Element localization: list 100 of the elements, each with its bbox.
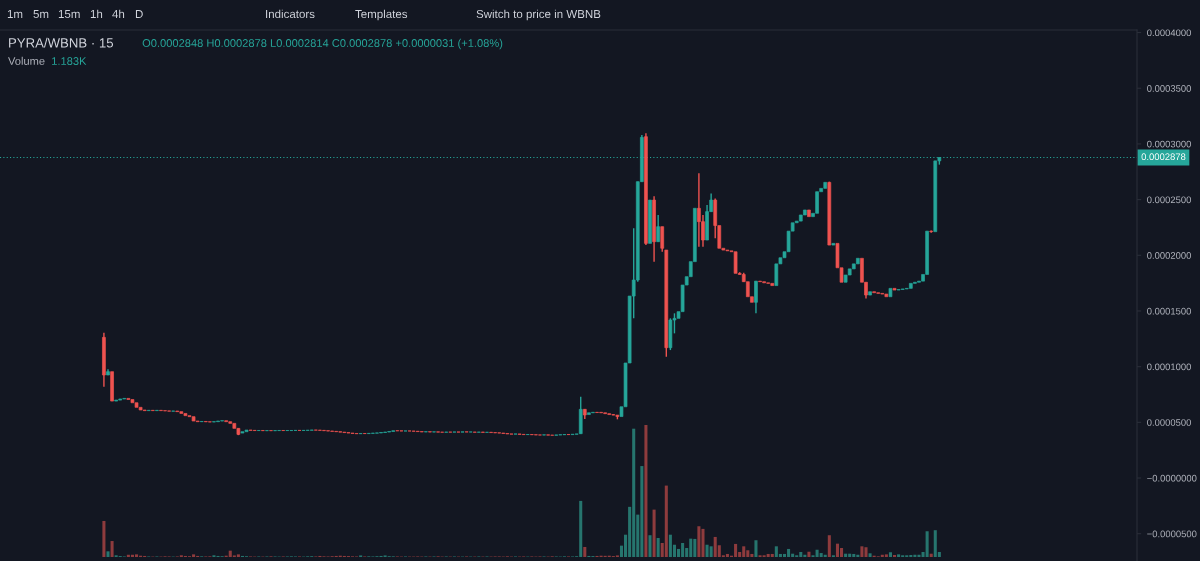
bar: [787, 548, 791, 557]
text: 15m: [58, 10, 80, 19]
y-tick-label: −0.0000000: [1147, 474, 1197, 482]
candlestick: [831, 243, 836, 246]
candlestick: [599, 411, 603, 414]
candlestick: [603, 412, 607, 415]
candlestick: [244, 429, 249, 433]
candlestick: [823, 182, 828, 189]
candlestick: [762, 281, 766, 284]
y-tick-label: 0.0002000: [1147, 252, 1191, 259]
candlestick: [110, 371, 114, 402]
bar: [693, 538, 697, 557]
bar: [192, 554, 196, 557]
bar: [929, 553, 933, 557]
y-tick-label: 0.0003500: [1147, 85, 1191, 92]
bar: [860, 546, 864, 557]
candlestick: [725, 249, 730, 252]
bar: [644, 425, 648, 557]
candlestick: [130, 399, 135, 404]
bar: [917, 554, 921, 557]
text: D: [135, 10, 143, 18]
candlestick: [888, 288, 893, 298]
bar: [689, 538, 693, 557]
bar: [827, 535, 831, 557]
y-tick-label: 0.0000500: [1147, 419, 1191, 426]
candlestick: [587, 412, 591, 415]
bar: [835, 543, 839, 557]
candlestick: [191, 416, 196, 422]
bar: [897, 554, 901, 557]
bar: [106, 551, 110, 557]
bar: [750, 553, 754, 557]
bar: [640, 466, 644, 557]
bar: [770, 553, 774, 557]
bar: [766, 553, 770, 557]
candlestick: [183, 413, 188, 417]
bar: [228, 550, 232, 557]
bar: [864, 547, 868, 557]
candlestick: [807, 209, 811, 217]
bar: [668, 534, 672, 557]
y-tick-label: 0.0002500: [1147, 196, 1191, 204]
bar: [134, 554, 139, 557]
bar: [774, 546, 778, 557]
text: Indicators: [266, 9, 315, 19]
bar: [815, 549, 819, 557]
text: Switch to price in WBNB: [476, 9, 601, 21]
y-tick-label: 0.0001500: [1147, 307, 1191, 315]
y-tick-label: 0.0001000: [1147, 363, 1191, 371]
bar: [579, 500, 583, 557]
candlestick: [138, 406, 143, 411]
bar: [102, 520, 106, 557]
candlestick: [909, 283, 913, 289]
bar: [701, 528, 705, 557]
text: 1h: [90, 9, 103, 18]
bar: [807, 551, 811, 557]
candlestick: [216, 420, 220, 423]
bar: [782, 553, 787, 557]
bar: [888, 552, 892, 557]
bar: [852, 553, 856, 557]
candlestick: [770, 283, 775, 286]
candlestick: [179, 411, 184, 414]
bar: [664, 485, 668, 557]
chart-title: PYRA/WBNB · 15: [9, 37, 114, 48]
bar: [713, 536, 717, 557]
candlestick: [884, 293, 889, 298]
candlestick: [733, 251, 738, 274]
bar: [742, 546, 746, 557]
bar: [652, 509, 656, 557]
bar: [791, 553, 795, 557]
bar: [848, 553, 852, 557]
bar: [110, 541, 114, 557]
bar: [884, 554, 888, 557]
bar: [705, 544, 709, 557]
bar: [754, 540, 758, 557]
ref-line-label: 0.0002878: [1141, 153, 1186, 161]
y-tick-label: 0.0004000: [1147, 29, 1191, 37]
y-tick-label: −0.0000500: [1147, 530, 1197, 538]
candlestick: [591, 411, 595, 414]
bar: [656, 537, 660, 557]
candlestick: [754, 280, 758, 315]
bar: [681, 543, 685, 557]
candlestick: [114, 399, 118, 402]
bar: [819, 553, 823, 557]
candlestick: [697, 172, 701, 248]
candlestick: [187, 415, 192, 418]
candlestick: [933, 160, 938, 233]
y-tick-label: 0.0003000: [1147, 140, 1191, 148]
candlestick: [175, 410, 180, 413]
bar: [583, 546, 587, 557]
candlestick: [240, 431, 245, 434]
candlestick: [134, 402, 139, 408]
candlestick: [195, 420, 200, 423]
candlestick: [224, 420, 228, 423]
bar: [734, 543, 738, 557]
text: 5m: [33, 10, 49, 19]
candlestick: [815, 191, 819, 214]
candlestick: [656, 214, 660, 243]
bar: [709, 546, 713, 557]
chart-title: Volume: [8, 56, 45, 65]
candlestick: [872, 291, 876, 294]
bar: [925, 531, 929, 557]
